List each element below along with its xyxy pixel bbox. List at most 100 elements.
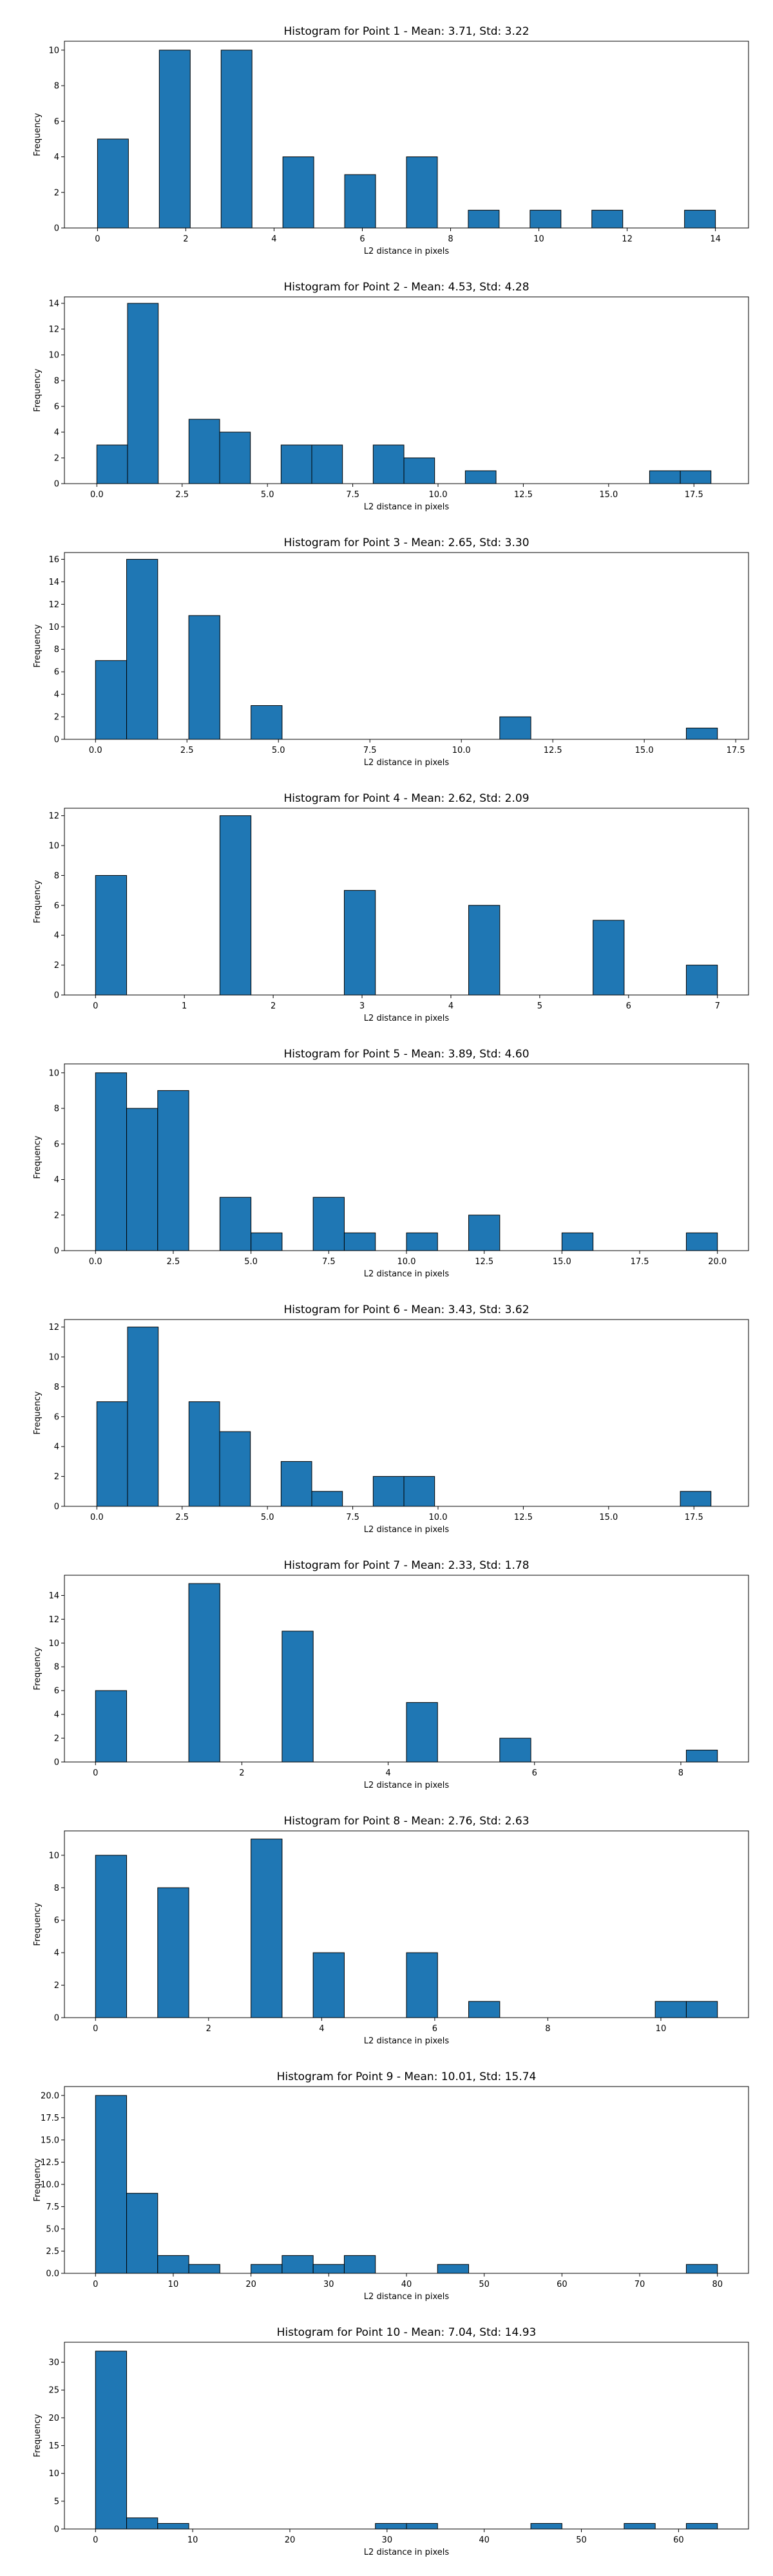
histogram-bar xyxy=(468,209,500,229)
histogram-bar xyxy=(312,2264,345,2274)
x-tick-label: 3 xyxy=(359,1001,365,1011)
histogram-panel-8: 0 2 4 6 8 10 0 2 4 6 8 10 Histogram for Point 8 - Me… xyxy=(33,1815,749,2046)
histogram-bar xyxy=(188,1583,220,1763)
x-tick-label: 2.5 xyxy=(167,1257,180,1267)
histogram-panel-9: 0 10 20 30 40 50 60 70 80 0.0 2.5 5.0 7.5 10.0 12.5 15.… xyxy=(33,2070,749,2302)
histogram-bar xyxy=(126,2193,158,2274)
y-tick-label: 30 xyxy=(48,2358,59,2368)
y-axis-label: Frequency xyxy=(33,1647,43,1690)
x-tick-label: 15.0 xyxy=(599,490,618,500)
histogram-bar xyxy=(188,2264,220,2274)
y-tick-label: 10 xyxy=(48,842,59,851)
y-tick-label: 15 xyxy=(48,2441,59,2451)
x-tick-label: 0 xyxy=(93,2535,98,2545)
x-tick-label: 60 xyxy=(673,2535,684,2545)
y-tick-label: 17.5 xyxy=(41,2114,59,2123)
x-tick-label: 2 xyxy=(271,1001,276,1011)
y-tick-label: 8 xyxy=(54,1663,59,1672)
x-tick-label: 7.5 xyxy=(346,490,359,500)
y-tick-label: 0 xyxy=(54,480,59,489)
histogram-bar xyxy=(95,1855,128,2018)
histogram-bar xyxy=(126,1108,158,1251)
y-tick-label: 2 xyxy=(54,1734,59,1744)
y-tick-label: 10 xyxy=(48,351,59,361)
y-axis-label: Frequency xyxy=(33,624,43,667)
x-tick-label: 6 xyxy=(432,2024,437,2034)
histogram-bar xyxy=(437,2264,470,2274)
histogram-panel-10: 0 10 20 30 40 50 60 0 5 10 15 20 25 30 Histogram for P… xyxy=(33,2326,749,2557)
y-tick-label: 5.0 xyxy=(46,2224,59,2234)
histogram-bar xyxy=(280,444,312,484)
y-tick-label: 8 xyxy=(54,1884,59,1893)
y-tick-label: 6 xyxy=(54,1916,59,1926)
y-tick-label: 6 xyxy=(54,1140,59,1150)
y-tick-label: 16 xyxy=(48,555,59,565)
y-tick-label: 10 xyxy=(48,1068,59,1078)
histogram-bar xyxy=(126,558,158,740)
x-tick-label: 20 xyxy=(245,2280,256,2289)
y-tick-label: 0 xyxy=(54,2014,59,2023)
y-tick-label: 4 xyxy=(54,931,59,941)
x-tick-label: 2.5 xyxy=(180,746,194,755)
histogram-panel-5: 0.0 2.5 5.0 7.5 10.0 12.5 15.0 17.5 20.0 0 2 4 6 8 10 H… xyxy=(33,1048,749,1279)
y-tick-label: 10 xyxy=(48,2469,59,2479)
histogram-bar xyxy=(685,728,718,740)
histogram-bar xyxy=(468,1215,501,1251)
y-tick-label: 8 xyxy=(54,82,59,91)
x-tick-label: 0.0 xyxy=(89,746,102,755)
x-tick-label: 17.5 xyxy=(685,1513,703,1522)
y-tick-label: 0.0 xyxy=(46,2269,59,2279)
histogram-panel-6: 0.0 2.5 5.0 7.5 10.0 12.5 15.0 17.5 0 2 4 6 8 10 12 His… xyxy=(33,1303,749,1535)
x-tick-label: 14 xyxy=(710,234,721,244)
histogram-bar xyxy=(624,2523,656,2530)
histogram-bar xyxy=(593,920,625,996)
y-tick-label: 0 xyxy=(54,991,59,1001)
y-tick-label: 8 xyxy=(54,1383,59,1392)
histogram-bar xyxy=(685,2001,718,2018)
x-tick-label: 10 xyxy=(168,2280,179,2289)
x-tick-label: 4 xyxy=(448,1001,453,1011)
y-tick-label: 8 xyxy=(54,1104,59,1114)
histogram-bar xyxy=(561,1232,594,1251)
histogram-bar xyxy=(406,156,438,229)
x-tick-label: 2 xyxy=(239,1768,244,1778)
x-tick-label: 2 xyxy=(206,2024,211,2034)
y-tick-label: 20 xyxy=(48,2414,59,2423)
x-axis-label: L2 distance in pixels xyxy=(364,2036,450,2046)
x-tick-label: 70 xyxy=(635,2280,645,2289)
x-axis-label: L2 distance in pixels xyxy=(364,1269,450,1279)
histogram-bar xyxy=(219,815,252,996)
histogram-bar xyxy=(530,2523,562,2530)
x-tick-label: 40 xyxy=(401,2280,412,2289)
histogram-bar xyxy=(251,705,283,740)
chart-title: Histogram for Point 10 - Mean: 7.04, Std… xyxy=(277,2326,537,2339)
histogram-bar xyxy=(464,470,497,484)
y-tick-label: 2 xyxy=(54,1981,59,1991)
x-tick-label: 1 xyxy=(182,1001,187,1011)
x-tick-label: 12.5 xyxy=(475,1257,493,1267)
y-axis-label: Frequency xyxy=(33,880,43,923)
axes-frame xyxy=(64,296,749,484)
x-tick-label: 6 xyxy=(532,1768,537,1778)
y-axis-label: Frequency xyxy=(33,1902,43,1946)
histogram-bar xyxy=(311,1491,343,1507)
y-tick-label: 10 xyxy=(48,46,59,55)
chart-title: Histogram for Point 2 - Mean: 4.53, Std:… xyxy=(283,281,529,294)
histogram-bar xyxy=(157,2255,189,2274)
histogram-bar xyxy=(468,2001,501,2018)
histogram-bar xyxy=(127,303,159,484)
chart-title: Histogram for Point 1 - Mean: 3.71, Std:… xyxy=(283,25,529,38)
histogram-bar xyxy=(95,2351,128,2530)
histogram-bar xyxy=(280,1461,312,1507)
histogram-bar xyxy=(97,138,129,229)
histogram-panel-1: 0 2 4 6 8 10 12 14 0 2 4 6 8 10 Histogram for Point 1 … xyxy=(33,25,749,256)
x-tick-label: 12.5 xyxy=(544,746,562,755)
y-axis-label: Frequency xyxy=(33,1391,43,1434)
y-tick-label: 0 xyxy=(54,2525,59,2535)
y-tick-label: 7.5 xyxy=(46,2202,59,2212)
histogram-bar xyxy=(157,1090,189,1251)
histogram-bar xyxy=(499,1738,531,1763)
y-tick-label: 2.5 xyxy=(46,2247,59,2257)
histogram-bar xyxy=(685,965,718,996)
x-tick-label: 4 xyxy=(385,1768,390,1778)
